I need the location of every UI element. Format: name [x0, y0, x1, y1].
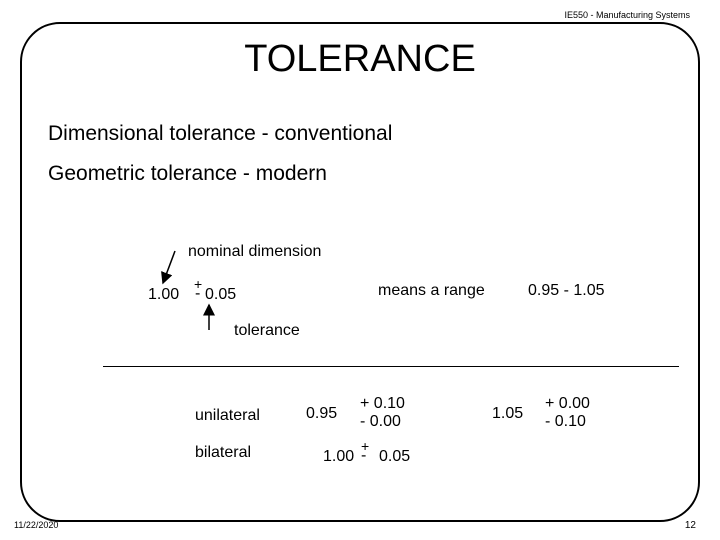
bilateral-value: 1.00 [323, 448, 355, 465]
plus-sign: + [194, 276, 203, 292]
tolerance-label: tolerance [234, 322, 300, 339]
bilateral-tolerance: 0.05 [379, 448, 411, 465]
bilateral-plus-sign: + [361, 438, 370, 454]
unilateral-ex1-lower: - 0.00 [360, 413, 401, 430]
bilateral-label: bilateral [195, 444, 252, 461]
nominal-dimension-label: nominal dimension [188, 243, 322, 260]
range-value: 0.95 - 1.05 [528, 282, 605, 299]
unilateral-ex2-lower: - 0.10 [545, 413, 586, 430]
slide-frame [20, 22, 700, 522]
geometric-tolerance-line: Geometric tolerance - modern [48, 162, 327, 185]
nominal-arrow [161, 250, 176, 285]
dimensional-tolerance-line: Dimensional tolerance - conventional [48, 122, 393, 145]
unilateral-ex1-upper: + 0.10 [360, 395, 405, 412]
slide-title: TOLERANCE [244, 38, 476, 80]
unilateral-ex2-upper: + 0.00 [545, 395, 590, 412]
tolerance-value: 0.05 [205, 286, 237, 303]
footer-date: 11/22/2020 [14, 520, 59, 530]
bilateral-minus-sign: - [361, 447, 367, 464]
unilateral-ex1-value: 0.95 [306, 405, 338, 422]
slide-header: IE550 - Manufacturing Systems [564, 10, 690, 20]
divider-line [103, 366, 679, 367]
nominal-value: 1.00 [148, 286, 180, 303]
unilateral-label: unilateral [195, 407, 260, 424]
unilateral-ex2-value: 1.05 [492, 405, 524, 422]
minus-sign: - [195, 285, 201, 302]
range-label: means a range [378, 282, 485, 299]
page-number: 12 [684, 520, 696, 531]
